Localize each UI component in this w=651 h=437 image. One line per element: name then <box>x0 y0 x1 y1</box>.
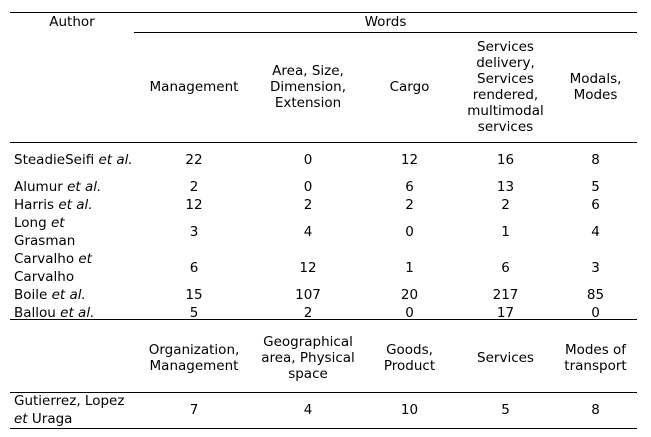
value-cell: 4 <box>591 224 600 240</box>
value-cell: 6 <box>591 197 600 213</box>
author-cell: Ballou et al. <box>14 305 95 321</box>
col2-header-services: Services <box>477 350 534 366</box>
value-cell: 2 <box>303 197 313 213</box>
value-cell: 2 <box>189 179 199 195</box>
table-row: Alumur et al. 2 0 6 13 5 <box>10 178 637 196</box>
author-cell: Boile et al. <box>14 287 86 303</box>
author-cell: Carvalho et Carvalho <box>14 251 92 285</box>
col2-header-goods: Goods, Product <box>383 342 436 374</box>
value-cell: 7 <box>189 402 199 418</box>
table-bottom-rule <box>10 428 637 429</box>
header2-bottom-rule <box>10 392 637 393</box>
value-cell: 12 <box>299 260 317 276</box>
value-cell: 2 <box>501 197 510 213</box>
table-row: Harris et al. 12 2 2 2 6 <box>10 196 637 214</box>
words-underline <box>134 32 637 33</box>
author-header: Author <box>49 14 95 30</box>
col-header-management: Management <box>149 79 239 95</box>
column-header-row-2: Organization, Management Geographical ar… <box>10 321 637 395</box>
table-top-rule <box>10 12 637 13</box>
value-cell: 1 <box>501 224 510 240</box>
value-cell: 12 <box>185 197 203 213</box>
value-cell: 1 <box>405 260 414 276</box>
value-cell: 8 <box>591 152 600 168</box>
value-cell: 0 <box>303 179 313 195</box>
col2-header-organization: Organization, Management <box>148 342 240 374</box>
author-cell: Harris et al. <box>14 197 93 213</box>
col-header-modes: Modals, Modes <box>569 71 622 103</box>
value-cell: 6 <box>501 260 510 276</box>
value-cell: 17 <box>496 305 515 321</box>
value-cell: 12 <box>400 152 419 168</box>
value-cell: 107 <box>295 287 321 303</box>
value-cell: 2 <box>405 197 414 213</box>
value-cell: 16 <box>496 152 515 168</box>
value-cell: 3 <box>591 260 600 276</box>
col2-header-geographical: Geographical area, Physical space <box>261 334 355 382</box>
table-row: Ballou et al. 5 2 0 17 0 <box>10 304 637 322</box>
col-header-area: Area, Size, Dimension, Extension <box>269 63 347 111</box>
value-cell: 15 <box>185 287 203 303</box>
column-header-row-1: Management Area, Size, Dimension, Extens… <box>10 32 637 142</box>
table-body-1: SteadieSeifi et al. 22 0 12 16 8 Alumur et al.… <box>10 142 637 322</box>
table-body-2: Gutierrez, Lopez et Uraga 7 4 10 5 8 <box>10 393 637 427</box>
table-row: Gutierrez, Lopez et Uraga 7 4 10 5 8 <box>10 393 637 427</box>
table-row: Carvalho et Carvalho 6 12 1 6 3 <box>10 250 637 286</box>
col2-header-modes: Modes of transport <box>564 342 627 374</box>
value-cell: 8 <box>591 402 600 418</box>
value-cell: 10 <box>400 402 419 418</box>
value-cell: 0 <box>303 152 313 168</box>
value-cell: 22 <box>185 152 203 168</box>
section-rule <box>10 319 637 320</box>
value-cell: 2 <box>303 305 313 321</box>
value-cell: 6 <box>189 260 199 276</box>
value-cell: 20 <box>400 287 419 303</box>
value-cell: 0 <box>405 224 414 240</box>
value-cell: 13 <box>496 179 515 195</box>
col-header-services: Services delivery, Services rendered, mu… <box>467 39 544 135</box>
author-cell: Alumur et al. <box>14 179 102 195</box>
value-cell: 5 <box>591 179 600 195</box>
value-cell: 5 <box>501 402 510 418</box>
header-row: Author Words <box>10 12 637 32</box>
table-row: Boile et al. 15 107 20 217 85 <box>10 286 637 304</box>
value-cell: 0 <box>405 305 414 321</box>
literature-word-table: Author Words Management Area, Size, Dime… <box>10 12 637 429</box>
header-bottom-rule <box>10 142 637 143</box>
col-header-cargo: Cargo <box>389 79 430 95</box>
table-row: Long et Grasman 3 4 0 1 4 <box>10 214 637 250</box>
value-cell: 217 <box>492 287 519 303</box>
author-cell: Long et Grasman <box>14 215 76 249</box>
value-cell: 6 <box>405 179 414 195</box>
table-row: SteadieSeifi et al. 22 0 12 16 8 <box>10 142 637 178</box>
value-cell: 85 <box>586 287 605 303</box>
words-header: Words <box>364 14 407 30</box>
author-cell: SteadieSeifi et al. <box>14 152 133 168</box>
value-cell: 4 <box>303 402 313 418</box>
value-cell: 0 <box>591 305 600 321</box>
author-cell: Gutierrez, Lopez et Uraga <box>14 393 125 427</box>
value-cell: 4 <box>303 224 313 240</box>
value-cell: 5 <box>189 305 199 321</box>
value-cell: 3 <box>189 224 199 240</box>
